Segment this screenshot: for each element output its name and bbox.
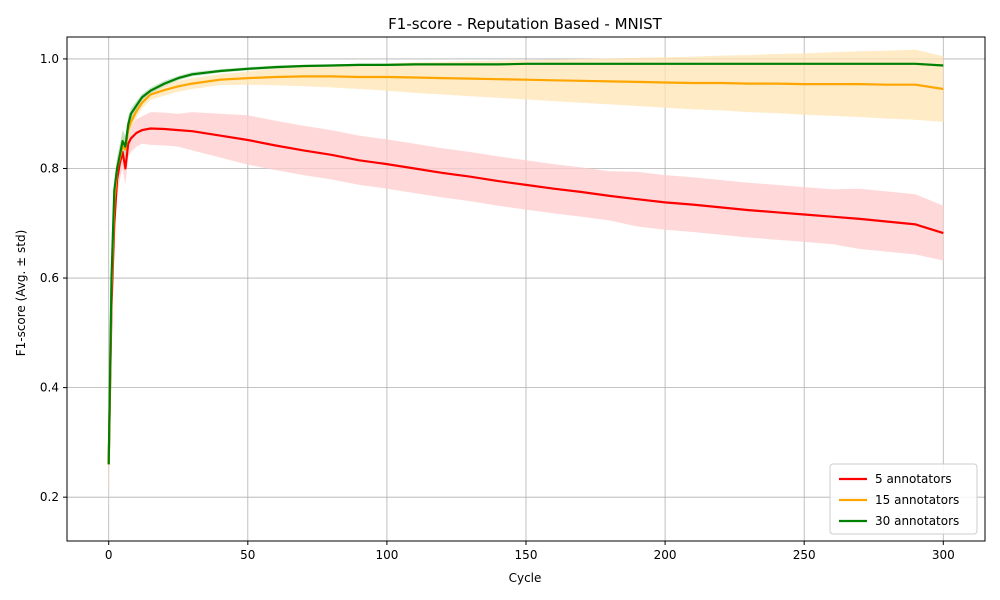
x-tick-label: 300 — [932, 548, 955, 562]
legend-label-3: 30 annotators — [875, 514, 959, 528]
std-band-series-1 — [108, 112, 944, 514]
y-tick-label: 0.4 — [40, 381, 59, 395]
legend-label-1: 5 annotators — [875, 472, 952, 486]
x-tick-label: 0 — [105, 548, 113, 562]
y-tick-label: 0.2 — [40, 490, 59, 504]
x-tick-label: 250 — [793, 548, 816, 562]
x-tick-label: 150 — [515, 548, 538, 562]
y-tick-label: 0.8 — [40, 161, 59, 175]
y-axis-label: F1-score (Avg. ± std) — [14, 230, 28, 357]
legend-box — [829, 463, 978, 535]
x-tick-label: 50 — [240, 548, 255, 562]
legend-label-2: 15 annotators — [875, 493, 959, 507]
chart-title: F1-score - Reputation Based - MNIST — [388, 15, 663, 33]
legend: 5 annotators 15 annotators 30 annotators — [829, 463, 978, 535]
series-line-3 — [107, 62, 944, 465]
series-line-1 — [107, 127, 944, 465]
x-tick-label: 100 — [375, 548, 398, 562]
y-tick-label: 0.6 — [40, 271, 59, 285]
x-tick-label: 200 — [654, 548, 677, 562]
std-band-series-2 — [108, 49, 944, 492]
y-tick-label: 1.0 — [40, 52, 59, 66]
plot-area: 0 50 100 150 200 250 300 0.2 0.4 0.6 0.8 1.0 — [40, 36, 986, 562]
x-axis-label: Cycle — [509, 571, 542, 585]
